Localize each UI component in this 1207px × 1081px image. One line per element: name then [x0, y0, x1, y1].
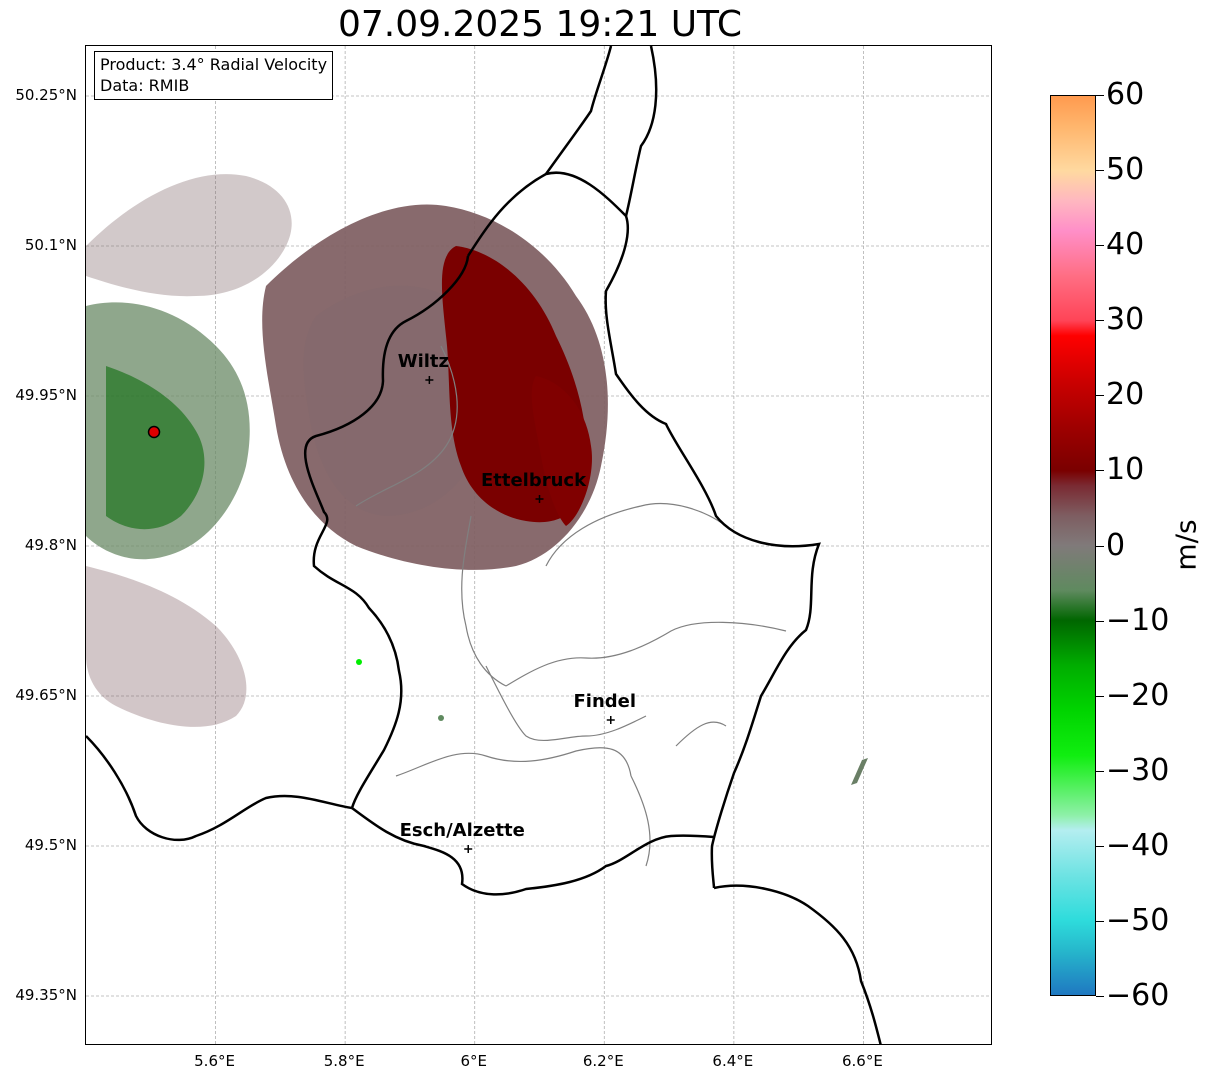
- radar-map: [85, 45, 992, 1045]
- canton-border-south-west: [395, 747, 632, 777]
- canton-border-south-east: [630, 721, 727, 867]
- echo-isolated-streak: [851, 758, 868, 785]
- colorbar-tick: [1096, 395, 1104, 397]
- border-be-lu: [304, 255, 470, 809]
- colorbar-tick: [1096, 695, 1104, 697]
- product-label: Product: 3.4° Radial Velocity: [100, 55, 328, 74]
- lat-tick-label: 49.5°N: [24, 836, 77, 854]
- city-label: Ettelbruck: [480, 470, 587, 491]
- lat-tick-label: 49.65°N: [15, 686, 77, 704]
- colorbar-tick: [1096, 996, 1104, 997]
- city-marker: [606, 716, 615, 724]
- echo-outer-scatter: [86, 174, 292, 297]
- colorbar-tick-label: 30: [1106, 302, 1145, 338]
- colorbar-tick-label: 40: [1106, 227, 1145, 263]
- map-canvas: [86, 46, 991, 1044]
- colorbar-tick-label: −50: [1106, 902, 1170, 938]
- country-borders: [86, 46, 882, 1044]
- lon-tick-label: 6.6°E: [842, 1052, 883, 1070]
- colorbar-tick: [1096, 320, 1104, 322]
- city-marker: [464, 845, 473, 853]
- echo-dot: [356, 659, 362, 665]
- colorbar-tick-label: 10: [1106, 452, 1145, 488]
- canton-borders: [355, 345, 787, 867]
- canton-border-middle: [505, 621, 787, 687]
- colorbar-tick: [1096, 620, 1104, 622]
- canton-border-central-east: [545, 502, 727, 567]
- colorbar-tick: [1096, 545, 1104, 547]
- border-lu-fr: [351, 806, 715, 896]
- city-label: Findel: [573, 691, 637, 712]
- lon-tick-label: 6.2°E: [582, 1052, 624, 1070]
- lat-tick-label: 49.35°N: [15, 986, 77, 1004]
- colorbar-tick: [1096, 920, 1104, 922]
- city-label: Wiltz: [397, 351, 449, 372]
- echo-near-radar-inner: [106, 366, 205, 530]
- city-label: Esch/Alzette: [399, 820, 525, 841]
- colorbar-tick: [1096, 845, 1104, 847]
- border-be-de: [544, 46, 613, 175]
- city-markers: [425, 376, 615, 853]
- colorbar-tick-label: 0: [1106, 527, 1126, 563]
- echo-inner-field: [303, 285, 490, 516]
- lon-tick-label: 5.6°E: [194, 1052, 235, 1070]
- colorbar-tick-label: −30: [1106, 752, 1170, 788]
- canton-border-north: [355, 345, 458, 507]
- colorbar-tick-label: −60: [1106, 978, 1170, 1013]
- border-de-fr: [713, 884, 882, 1044]
- velocity-colorbar: [1050, 95, 1096, 996]
- colorbar-unit-label: m/s: [1169, 519, 1203, 571]
- lat-tick-label: 49.95°N: [15, 386, 77, 404]
- echo-southwest-scatter: [86, 566, 247, 727]
- echo-core-extension: [531, 376, 592, 526]
- border-de-east: [624, 46, 658, 217]
- canton-border-centre: [485, 665, 647, 742]
- radar-echoes: [86, 174, 868, 785]
- colorbar-tick: [1096, 170, 1104, 172]
- lon-tick-label: 5.8°E: [323, 1052, 365, 1070]
- lat-tick-label: 50.1°N: [24, 236, 77, 254]
- map-title: 07.09.2025 19:21 UTC: [337, 4, 743, 45]
- colorbar-tick-label: 60: [1106, 77, 1145, 112]
- lat-tick-label: 50.25°N: [15, 86, 77, 104]
- lon-tick-label: 6°E: [460, 1052, 487, 1070]
- colorbar-tick: [1096, 770, 1104, 772]
- colorbar-tick-label: 50: [1106, 152, 1145, 188]
- data-source-label: Data: RMIB: [100, 76, 190, 95]
- colorbar-tick-label: 20: [1106, 377, 1145, 413]
- lat-tick-label: 49.8°N: [24, 536, 77, 554]
- border-lu-de: [466, 171, 821, 889]
- colorbar-tick-label: −20: [1106, 677, 1170, 713]
- colorbar-tick: [1096, 245, 1104, 247]
- city-marker: [535, 495, 544, 503]
- product-info-box: Product: 3.4° Radial Velocity Data: RMIB: [94, 51, 334, 100]
- echo-dot: [438, 715, 444, 721]
- colorbar-tick: [1096, 470, 1104, 472]
- radar-site-marker: [147, 425, 161, 439]
- graticule: [86, 46, 991, 1044]
- colorbar-tick-label: −40: [1106, 827, 1170, 863]
- colorbar-tick-label: −10: [1106, 602, 1170, 638]
- colorbar-tick: [1096, 95, 1104, 96]
- lon-tick-label: 6.4°E: [712, 1052, 754, 1070]
- city-marker: [425, 376, 434, 384]
- border-be-fr: [86, 735, 353, 842]
- canton-border-central-west: [461, 515, 507, 687]
